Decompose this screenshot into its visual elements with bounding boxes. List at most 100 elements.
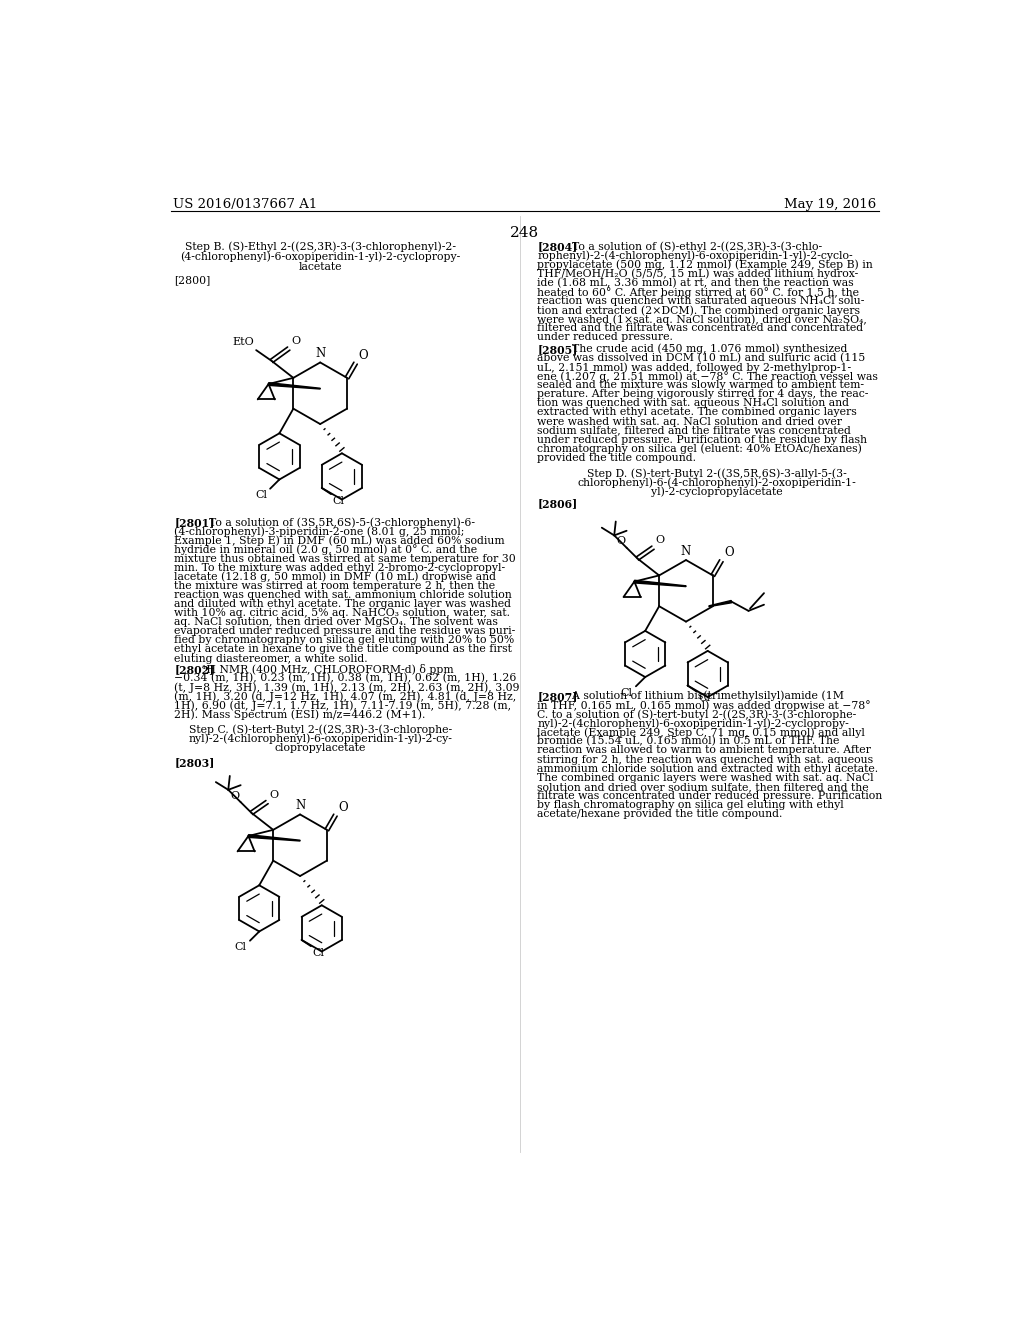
Text: May 19, 2016: May 19, 2016 [784, 198, 877, 211]
Text: A solution of lithium bis(trimethylsilyl)amide (1M: A solution of lithium bis(trimethylsilyl… [565, 690, 844, 701]
Text: N: N [681, 545, 691, 558]
Text: min. To the mixture was added ethyl 2-bromo-2-cyclopropyl-: min. To the mixture was added ethyl 2-br… [174, 562, 506, 573]
Text: [2803]: [2803] [174, 756, 215, 768]
Text: US 2016/0137667 A1: US 2016/0137667 A1 [173, 198, 317, 211]
Text: lacetate: lacetate [298, 261, 342, 272]
Text: perature. After being vigorously stirred for 4 days, the reac-: perature. After being vigorously stirred… [538, 389, 868, 399]
Text: reaction was quenched with sat. ammonium chloride solution: reaction was quenched with sat. ammonium… [174, 590, 512, 599]
Polygon shape [634, 581, 686, 586]
Polygon shape [248, 834, 300, 841]
Text: [2806]: [2806] [538, 499, 578, 510]
Text: propylacetate (500 mg, 1.12 mmol) (Example 249, Step B) in: propylacetate (500 mg, 1.12 mmol) (Examp… [538, 260, 872, 271]
Text: O: O [655, 536, 665, 545]
Text: (m, 1H), 3.20 (d, J=12 Hz, 1H), 4.07 (m, 2H), 4.81 (d, J=8 Hz,: (m, 1H), 3.20 (d, J=12 Hz, 1H), 4.07 (m,… [174, 692, 517, 702]
Text: O: O [230, 791, 239, 800]
Text: reaction was quenched with saturated aqueous NH₄Cl solu-: reaction was quenched with saturated aqu… [538, 296, 864, 306]
Text: Example 1, Step E) in DMF (60 mL) was added 60% sodium: Example 1, Step E) in DMF (60 mL) was ad… [174, 536, 505, 546]
Text: nyl)-2-(4chlorophenyl)-6-oxopiperidin-1-yl)-2-cyclopropy-: nyl)-2-(4chlorophenyl)-6-oxopiperidin-1-… [538, 718, 849, 729]
Text: filtrate was concentrated under reduced pressure. Purification: filtrate was concentrated under reduced … [538, 791, 883, 801]
Text: with 10% aq. citric acid, 5% aq. NaHCO₃ solution, water, sat.: with 10% aq. citric acid, 5% aq. NaHCO₃ … [174, 609, 511, 618]
Text: under reduced pressure. Purification of the residue by flash: under reduced pressure. Purification of … [538, 434, 867, 445]
Text: N: N [295, 799, 305, 812]
Text: ammonium chloride solution and extracted with ethyl acetate.: ammonium chloride solution and extracted… [538, 763, 879, 774]
Text: tion was quenched with sat. aqueous NH₄Cl solution and: tion was quenched with sat. aqueous NH₄C… [538, 399, 849, 408]
Text: The crude acid (450 mg, 1.076 mmol) synthesized: The crude acid (450 mg, 1.076 mmol) synt… [565, 343, 848, 354]
Text: EtO: EtO [232, 337, 255, 347]
Text: To a solution of (3S,5R,6S)-5-(3-chlorophenyl)-6-: To a solution of (3S,5R,6S)-5-(3-chlorop… [203, 517, 475, 528]
Text: stirring for 2 h, the reaction was quenched with sat. aqueous: stirring for 2 h, the reaction was quenc… [538, 755, 873, 764]
Text: ide (1.68 mL, 3.36 mmol) at rt, and then the reaction was: ide (1.68 mL, 3.36 mmol) at rt, and then… [538, 279, 854, 288]
Text: mixture thus obtained was stirred at same temperature for 30: mixture thus obtained was stirred at sam… [174, 553, 516, 564]
Text: chromatography on silica gel (eluent: 40% EtOAc/hexanes): chromatography on silica gel (eluent: 40… [538, 444, 862, 454]
Text: 248: 248 [510, 226, 540, 240]
Text: filtered and the filtrate was concentrated and concentrated: filtered and the filtrate was concentrat… [538, 323, 863, 334]
Text: in THF, 0.165 mL, 0.165 mmol) was added dropwise at −78°: in THF, 0.165 mL, 0.165 mmol) was added … [538, 700, 870, 711]
Text: O: O [724, 546, 734, 560]
Text: were washed with sat. aq. NaCl solution and dried over: were washed with sat. aq. NaCl solution … [538, 417, 842, 426]
Text: ene (1.207 g, 21.51 mmol) at −78° C. The reaction vessel was: ene (1.207 g, 21.51 mmol) at −78° C. The… [538, 371, 878, 381]
Text: rophenyl)-2-(4-chlorophenyl)-6-oxopiperidin-1-yl)-2-cyclo-: rophenyl)-2-(4-chlorophenyl)-6-oxopiperi… [538, 251, 853, 261]
Text: [2801]: [2801] [174, 517, 215, 528]
Text: extracted with ethyl acetate. The combined organic layers: extracted with ethyl acetate. The combin… [538, 408, 857, 417]
Polygon shape [268, 383, 321, 389]
Text: THF/MeOH/H₂O (5/5/5, 15 mL) was added lithium hydrox-: THF/MeOH/H₂O (5/5/5, 15 mL) was added li… [538, 269, 858, 280]
Text: Cl: Cl [333, 496, 345, 506]
Text: C. to a solution of (S)-tert-butyl 2-((2S,3R)-3-(3-chlorophe-: C. to a solution of (S)-tert-butyl 2-((2… [538, 709, 856, 719]
Text: [2805]: [2805] [538, 343, 578, 355]
Text: the mixture was stirred at room temperature 2 h, then the: the mixture was stirred at room temperat… [174, 581, 496, 591]
Text: heated to 60° C. After being stirred at 60° C. for 1.5 h, the: heated to 60° C. After being stirred at … [538, 286, 859, 298]
Text: hydride in mineral oil (2.0 g, 50 mmol) at 0° C. and the: hydride in mineral oil (2.0 g, 50 mmol) … [174, 544, 477, 556]
Text: sealed and the mixture was slowly warmed to ambient tem-: sealed and the mixture was slowly warmed… [538, 380, 864, 391]
Text: yl)-2-cyclopropylacetate: yl)-2-cyclopropylacetate [651, 486, 782, 496]
Text: O: O [269, 789, 279, 800]
Text: [2802]: [2802] [174, 664, 215, 675]
Text: Cl: Cl [312, 948, 325, 957]
Text: reaction was allowed to warm to ambient temperature. After: reaction was allowed to warm to ambient … [538, 746, 871, 755]
Text: The combined organic layers were washed with sat. aq. NaCl: The combined organic layers were washed … [538, 772, 873, 783]
Text: Cl: Cl [698, 693, 711, 704]
Text: lacetate (Example 249, Step C, 71 mg, 0.15 mmol) and allyl: lacetate (Example 249, Step C, 71 mg, 0.… [538, 727, 865, 738]
Text: ethyl acetate in hexane to give the title compound as the first: ethyl acetate in hexane to give the titl… [174, 644, 512, 655]
Text: (4-chlorophenyl)-3-piperidin-2-one (8.01 g, 25 mmol;: (4-chlorophenyl)-3-piperidin-2-one (8.01… [174, 527, 465, 537]
Text: tion and extracted (2×DCM). The combined organic layers: tion and extracted (2×DCM). The combined… [538, 305, 860, 315]
Text: Cl: Cl [255, 490, 267, 500]
Text: −0.34 (m, 1H), 0.23 (m, 1H), 0.38 (m, 1H), 0.62 (m, 1H), 1.26: −0.34 (m, 1H), 0.23 (m, 1H), 0.38 (m, 1H… [174, 673, 517, 684]
Text: lacetate (12.18 g, 50 mmol) in DMF (10 mL) dropwise and: lacetate (12.18 g, 50 mmol) in DMF (10 m… [174, 572, 497, 582]
Text: (t, J=8 Hz, 3H), 1.39 (m, 1H), 2.13 (m, 2H), 2.63 (m, 2H), 3.09: (t, J=8 Hz, 3H), 1.39 (m, 1H), 2.13 (m, … [174, 682, 520, 693]
Text: by flash chromatography on silica gel eluting with ethyl: by flash chromatography on silica gel el… [538, 800, 844, 810]
Text: acetate/hexane provided the title compound.: acetate/hexane provided the title compou… [538, 809, 782, 818]
Text: evaporated under reduced pressure and the residue was puri-: evaporated under reduced pressure and th… [174, 626, 516, 636]
Text: N: N [315, 347, 326, 360]
Text: nyl)-2-(4chlorophenyl)-6-oxopiperidin-1-yl)-2-cy-: nyl)-2-(4chlorophenyl)-6-oxopiperidin-1-… [188, 734, 453, 744]
Text: Cl: Cl [234, 942, 247, 952]
Text: sodium sulfate, filtered and the filtrate was concentrated: sodium sulfate, filtered and the filtrat… [538, 425, 851, 436]
Text: under reduced pressure.: under reduced pressure. [538, 333, 673, 342]
Text: O: O [291, 337, 300, 346]
Text: [2804]: [2804] [538, 242, 578, 252]
Text: Step B. (S)-Ethyl 2-((2S,3R)-3-(3-chlorophenyl)-2-: Step B. (S)-Ethyl 2-((2S,3R)-3-(3-chloro… [184, 242, 456, 252]
Text: O: O [339, 801, 348, 813]
Text: solution and dried over sodium sulfate, then filtered and the: solution and dried over sodium sulfate, … [538, 781, 868, 792]
Text: bromide (15.54 uL, 0.165 mmol) in 0.5 mL of THF. The: bromide (15.54 uL, 0.165 mmol) in 0.5 mL… [538, 737, 840, 747]
Text: 1H), 6.90 (dt, J=7.1, 1.7 Hz, 1H), 7.11-7.19 (m, 5H), 7.28 (m,: 1H), 6.90 (dt, J=7.1, 1.7 Hz, 1H), 7.11-… [174, 701, 512, 711]
Text: [2807]: [2807] [538, 690, 578, 702]
Text: O: O [358, 348, 369, 362]
Text: Cl: Cl [621, 688, 633, 698]
Text: 2H). Mass Spectrum (ESI) m/z=446.2 (M+1).: 2H). Mass Spectrum (ESI) m/z=446.2 (M+1)… [174, 710, 426, 721]
Polygon shape [709, 601, 732, 607]
Text: and diluted with ethyl acetate. The organic layer was washed: and diluted with ethyl acetate. The orga… [174, 599, 512, 609]
Text: ¹H NMR (400 MHz, CHLOROFORM-d) δ ppm: ¹H NMR (400 MHz, CHLOROFORM-d) δ ppm [203, 664, 454, 675]
Text: were washed (1×sat. aq. NaCl solution), dried over Na₂SO₄,: were washed (1×sat. aq. NaCl solution), … [538, 314, 867, 325]
Text: clopropylacetate: clopropylacetate [274, 743, 366, 752]
Text: Step C. (S)-tert-Butyl 2-((2S,3R)-3-(3-chlorophe-: Step C. (S)-tert-Butyl 2-((2S,3R)-3-(3-c… [188, 725, 452, 735]
Text: O: O [615, 536, 625, 546]
Text: [2800]: [2800] [174, 276, 211, 285]
Text: provided the title compound.: provided the title compound. [538, 453, 696, 463]
Text: eluting diastereomer, a white solid.: eluting diastereomer, a white solid. [174, 653, 368, 664]
Text: uL, 2.151 mmol) was added, followed by 2-methylprop-1-: uL, 2.151 mmol) was added, followed by 2… [538, 362, 851, 372]
Text: above was dissolved in DCM (10 mL) and sulfuric acid (115: above was dissolved in DCM (10 mL) and s… [538, 352, 865, 363]
Text: fied by chromatography on silica gel eluting with 20% to 50%: fied by chromatography on silica gel elu… [174, 635, 515, 645]
Text: chlorophenyl)-6-(4-chlorophenyl)-2-oxopiperidin-1-: chlorophenyl)-6-(4-chlorophenyl)-2-oxopi… [578, 478, 856, 488]
Text: (4-chlorophenyl)-6-oxopiperidin-1-yl)-2-cyclopropy-: (4-chlorophenyl)-6-oxopiperidin-1-yl)-2-… [180, 252, 461, 263]
Text: Step D. (S)-tert-Butyl 2-((3S,5R,6S)-3-allyl-5-(3-: Step D. (S)-tert-Butyl 2-((3S,5R,6S)-3-a… [587, 469, 847, 479]
